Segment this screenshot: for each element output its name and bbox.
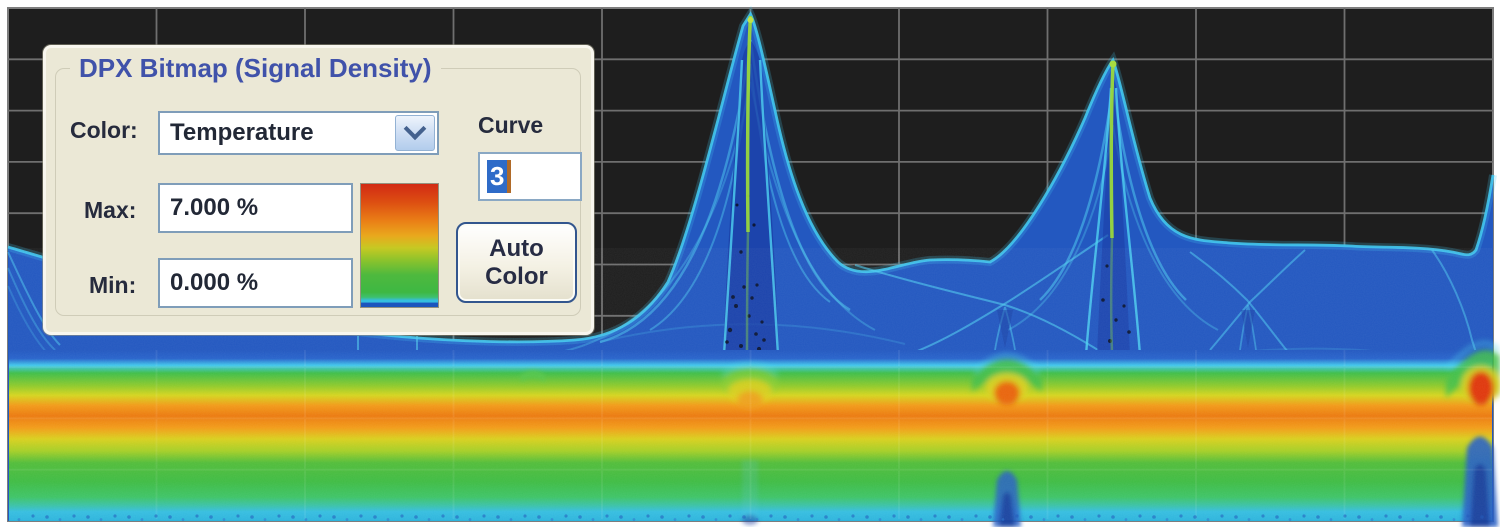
- color-combobox[interactable]: Temperature: [158, 111, 439, 155]
- temperature-colormap-preview: [360, 183, 439, 308]
- min-input[interactable]: [158, 258, 353, 308]
- groupbox-title: DPX Bitmap (Signal Density): [70, 53, 441, 84]
- max-label: Max:: [84, 197, 137, 223]
- auto-color-button-line2: Color: [485, 262, 548, 290]
- curve-input[interactable]: 3: [478, 152, 582, 201]
- text-cursor: [507, 160, 512, 193]
- dpx-bitmap-panel: DPX Bitmap (Signal Density) Color: Tempe…: [43, 45, 594, 335]
- auto-color-button[interactable]: Auto Color: [456, 222, 577, 303]
- color-label: Color:: [70, 117, 138, 143]
- max-input[interactable]: [158, 183, 353, 233]
- curve-label: Curve: [478, 112, 544, 138]
- combobox-dropdown-button[interactable]: [395, 115, 435, 151]
- min-label: Min:: [89, 272, 137, 298]
- auto-color-button-line1: Auto: [489, 234, 544, 262]
- chevron-down-icon: [403, 117, 427, 141]
- curve-input-selected-text: 3: [487, 160, 508, 193]
- color-combobox-value: Temperature: [170, 119, 314, 146]
- dpx-bitmap-groupbox: DPX Bitmap (Signal Density): [55, 53, 581, 316]
